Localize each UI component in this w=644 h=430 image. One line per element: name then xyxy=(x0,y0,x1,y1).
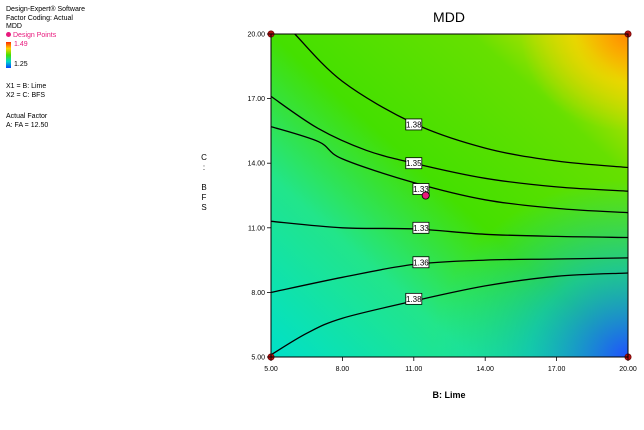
contour-label: 1.38 xyxy=(406,295,422,304)
color-bar-high-value: 1.49 xyxy=(14,41,28,48)
x-tick-label: 20.00 xyxy=(619,366,637,373)
design-point-icon xyxy=(6,32,11,38)
contour-label: 1.38 xyxy=(406,120,422,129)
center-design-point xyxy=(421,191,430,200)
y-tick-label: 8.00 xyxy=(251,290,265,297)
color-bar xyxy=(6,42,11,68)
contour-label-box xyxy=(412,221,430,234)
contour-line xyxy=(270,125,629,214)
color-bar-low-value: 1.25 xyxy=(14,61,28,68)
contour-label-box xyxy=(405,118,423,131)
contour-label-box xyxy=(405,157,423,170)
contour-label-box xyxy=(412,183,430,195)
contour-lines xyxy=(270,33,629,356)
actual-factor-value: A: FA = 12.50 xyxy=(6,121,49,129)
legend-panel: Design-Expert® Software Factor Coding: A… xyxy=(6,6,176,130)
x-axis-title: B: Lime xyxy=(432,390,465,400)
x-tick-label: 17.00 xyxy=(548,366,566,373)
x-tick-label: 8.00 xyxy=(336,366,350,373)
y-axis-ticks: 5.00 8.00 11.00 14.00 17.00 20.00 xyxy=(247,32,271,362)
color-scale: 1.49 1.25 xyxy=(6,41,176,68)
plot-shade-high xyxy=(271,34,628,357)
x-tick-label: 14.00 xyxy=(476,366,494,373)
y-tick-label: 5.00 xyxy=(251,355,265,362)
y-tick-label: 17.00 xyxy=(247,96,265,103)
plot-area: 1.38 1.36 1.33 1.33 1.35 1.38 xyxy=(267,30,632,361)
contour-label: 1.35 xyxy=(406,159,422,168)
contour-label-box xyxy=(412,256,430,269)
contour-label-box xyxy=(405,292,423,305)
contour-line xyxy=(270,220,629,239)
factor-coding: Factor Coding: Actual xyxy=(6,14,73,22)
response-name: MDD xyxy=(6,23,22,30)
contour-label: 1.36 xyxy=(413,258,429,267)
y-tick-label: 14.00 xyxy=(247,161,265,168)
contour-label: 1.33 xyxy=(413,185,429,194)
chart-title: MDD xyxy=(433,9,465,25)
x2-factor: X2 = C: BFS xyxy=(6,91,46,99)
x-tick-label: 11.00 xyxy=(405,366,422,373)
contour-label: 1.33 xyxy=(413,224,429,233)
x-tick-label: 5.00 xyxy=(264,366,278,373)
x1-factor: X1 = B: Lime xyxy=(6,83,47,90)
actual-factor-title: Actual Factor xyxy=(6,113,48,120)
design-points-legend: Design Points xyxy=(6,32,176,41)
contour-line xyxy=(270,257,629,294)
y-tick-label: 20.00 xyxy=(247,32,265,39)
software-name: Design-Expert® Software xyxy=(6,6,86,13)
plot-frame xyxy=(270,33,629,358)
design-points-label: Design Points xyxy=(13,31,57,39)
y-tick-label: 11.00 xyxy=(248,225,265,232)
contour-labels: 1.38 1.36 1.33 1.33 1.35 1.38 xyxy=(405,118,430,305)
contour-line xyxy=(294,33,629,169)
x-axis-ticks: 5.00 8.00 11.00 14.00 17.00 20.00 xyxy=(264,357,637,373)
